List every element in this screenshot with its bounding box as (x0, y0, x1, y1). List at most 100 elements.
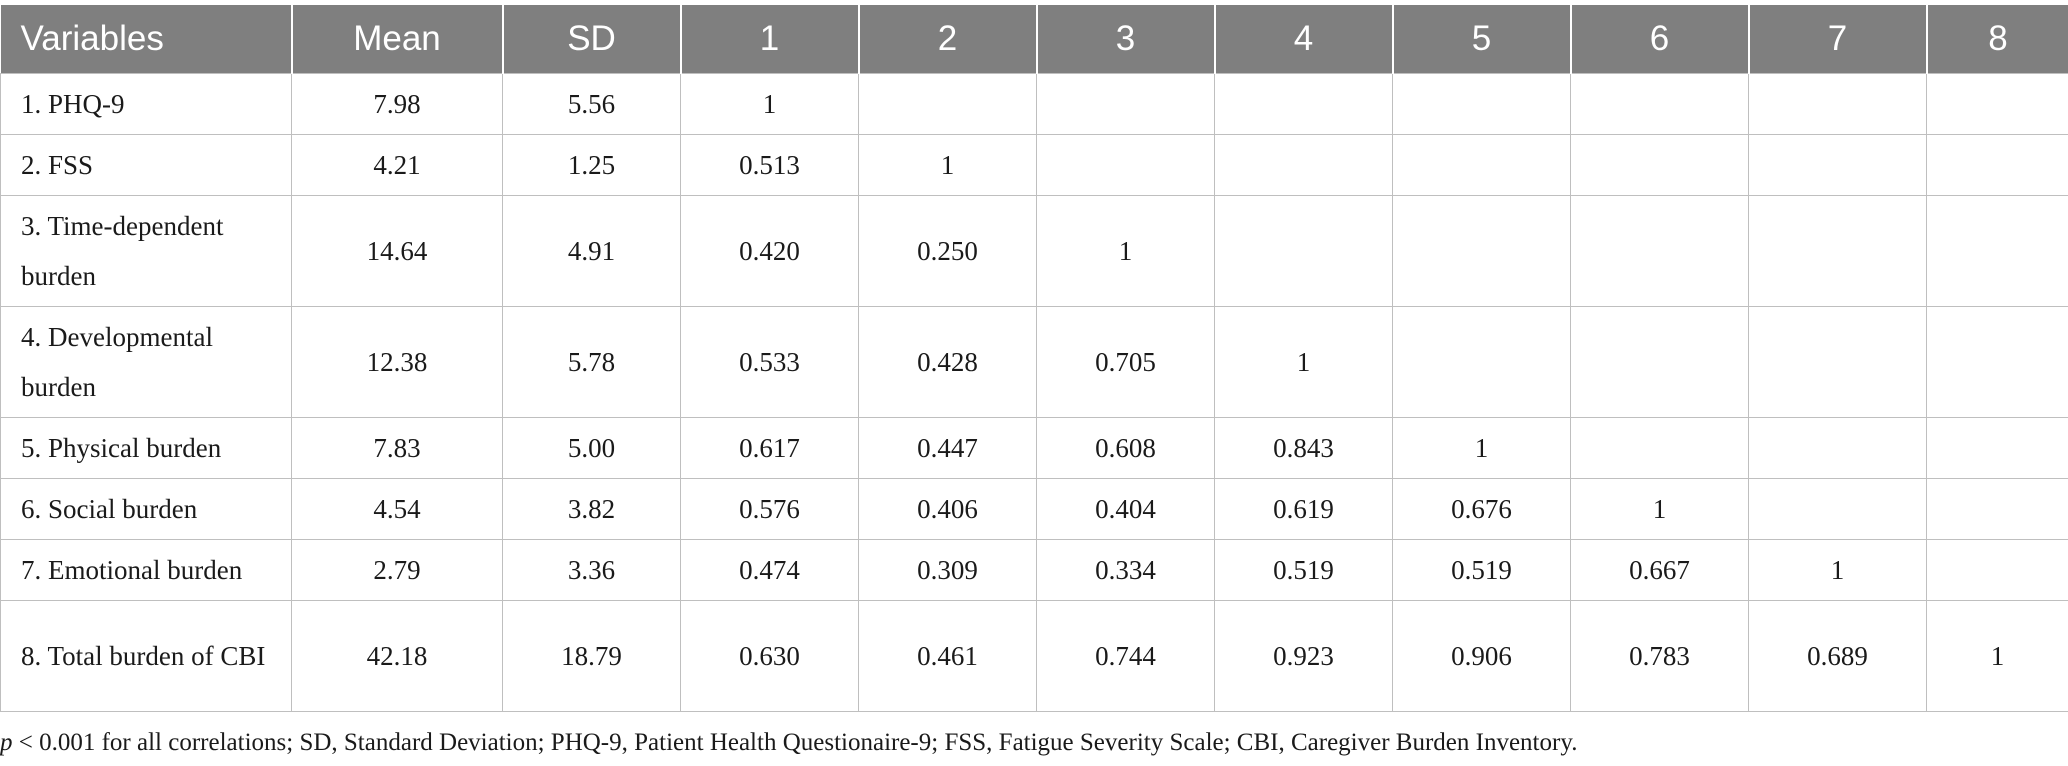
mean-cell: 2.79 (291, 539, 503, 601)
variable-cell: 7. Emotional burden (0, 539, 292, 601)
correlation-cell (1570, 134, 1749, 196)
header-col-5: 5 (1392, 5, 1572, 74)
correlation-cell (1748, 73, 1927, 135)
mean-cell: 12.38 (291, 306, 503, 418)
correlation-cell: 1 (1570, 478, 1749, 540)
correlation-cell (1392, 73, 1571, 135)
mean-cell: 4.21 (291, 134, 503, 196)
correlation-cell (1748, 417, 1927, 479)
table-row: 7. Emotional burden 2.79 3.36 0.474 0.309 0.3… (0, 539, 2068, 601)
header-col-8: 8 (1926, 5, 2068, 74)
sd-cell: 1.25 (502, 134, 681, 196)
sd-cell: 18.79 (502, 600, 681, 712)
correlation-cell (1036, 134, 1215, 196)
variable-cell: 4. Developmental burden (0, 306, 292, 418)
correlation-cell: 0.923 (1214, 600, 1393, 712)
correlation-cell (1926, 306, 2068, 418)
correlation-cell (1392, 306, 1571, 418)
mean-cell: 7.83 (291, 417, 503, 479)
header-col-7: 7 (1748, 5, 1928, 74)
correlation-cell: 1 (858, 134, 1037, 196)
header-mean: Mean (291, 5, 504, 74)
sd-cell: 4.91 (502, 195, 681, 307)
header-col-2: 2 (858, 5, 1038, 74)
correlation-cell: 0.576 (680, 478, 859, 540)
table-row: 4. Developmental burden 12.38 5.78 0.533 0.4… (0, 306, 2068, 418)
correlation-cell (1926, 478, 2068, 540)
correlation-cell: 1 (1926, 600, 2068, 712)
correlation-cell (1036, 73, 1215, 135)
table-footnote: p < 0.001 for all correlations; SD, Stan… (0, 729, 1577, 757)
correlation-cell: 0.447 (858, 417, 1037, 479)
correlation-cell (1570, 417, 1749, 479)
table-row: 8. Total burden of CBI 42.18 18.79 0.630 0.4… (0, 600, 2068, 712)
sd-cell: 5.00 (502, 417, 681, 479)
correlation-cell (1748, 306, 1927, 418)
mean-cell: 7.98 (291, 73, 503, 135)
correlation-cell: 0.513 (680, 134, 859, 196)
correlation-cell: 1 (1748, 539, 1927, 601)
correlation-cell (1570, 73, 1749, 135)
sd-cell: 3.82 (502, 478, 681, 540)
correlation-cell: 0.843 (1214, 417, 1393, 479)
table-row: 1. PHQ-9 7.98 5.56 1 (0, 73, 2068, 135)
correlation-cell (1926, 417, 2068, 479)
correlation-cell (1748, 478, 1927, 540)
correlation-cell: 0.404 (1036, 478, 1215, 540)
header-sd: SD (502, 5, 682, 74)
correlation-cell (1926, 539, 2068, 601)
table-row: 6. Social burden 4.54 3.82 0.576 0.406 0.404 0… (0, 478, 2068, 540)
variable-cell: 8. Total burden of CBI (0, 600, 292, 712)
header-col-6: 6 (1570, 5, 1750, 74)
header-row: Variables Mean SD 1 2 3 4 5 6 7 8 (0, 5, 2068, 74)
header-col-1: 1 (680, 5, 860, 74)
correlation-cell (1214, 134, 1393, 196)
header-col-3: 3 (1036, 5, 1216, 74)
correlation-cell: 1 (1392, 417, 1571, 479)
correlation-cell (1570, 195, 1749, 307)
mean-cell: 42.18 (291, 600, 503, 712)
correlation-cell: 0.676 (1392, 478, 1571, 540)
correlation-cell: 1 (680, 73, 859, 135)
correlation-cell: 0.250 (858, 195, 1037, 307)
correlation-cell (1392, 134, 1571, 196)
header-col-4: 4 (1214, 5, 1394, 74)
correlation-cell (1748, 134, 1927, 196)
correlation-cell: 0.906 (1392, 600, 1571, 712)
correlation-cell (1570, 306, 1749, 418)
correlation-cell (1926, 195, 2068, 307)
correlation-cell: 0.617 (680, 417, 859, 479)
correlation-cell: 0.309 (858, 539, 1037, 601)
variable-cell: 5. Physical burden (0, 417, 292, 479)
correlation-cell (1214, 195, 1393, 307)
correlation-cell: 1 (1214, 306, 1393, 418)
correlation-cell (858, 73, 1037, 135)
footnote-p-symbol: p (0, 729, 13, 756)
sd-cell: 5.78 (502, 306, 681, 418)
variable-cell: 2. FSS (0, 134, 292, 196)
correlation-cell: 0.783 (1570, 600, 1749, 712)
correlation-cell: 0.420 (680, 195, 859, 307)
correlation-cell: 0.519 (1392, 539, 1571, 601)
correlation-cell: 0.334 (1036, 539, 1215, 601)
correlation-cell: 0.667 (1570, 539, 1749, 601)
correlation-cell (1214, 73, 1393, 135)
correlation-cell (1926, 73, 2068, 135)
correlation-cell: 0.519 (1214, 539, 1393, 601)
footnote-text: < 0.001 for all correlations; SD, Standa… (12, 729, 1578, 756)
correlation-cell: 0.428 (858, 306, 1037, 418)
correlation-table: Variables Mean SD 1 2 3 4 5 6 7 8 1. PHQ… (0, 5, 2068, 712)
correlation-cell: 0.619 (1214, 478, 1393, 540)
header-variables: Variables (0, 5, 293, 74)
correlation-cell: 0.461 (858, 600, 1037, 712)
correlation-cell (1748, 195, 1927, 307)
correlation-cell: 0.689 (1748, 600, 1927, 712)
correlation-cell: 0.474 (680, 539, 859, 601)
correlation-cell: 0.533 (680, 306, 859, 418)
correlation-table-container: Variables Mean SD 1 2 3 4 5 6 7 8 1. PHQ… (0, 5, 2068, 712)
correlation-cell: 0.630 (680, 600, 859, 712)
variable-cell: 3. Time-dependent burden (0, 195, 292, 307)
table-row: 3. Time-dependent burden 14.64 4.91 0.420 0.… (0, 195, 2068, 307)
table-row: 2. FSS 4.21 1.25 0.513 1 (0, 134, 2068, 196)
sd-cell: 5.56 (502, 73, 681, 135)
